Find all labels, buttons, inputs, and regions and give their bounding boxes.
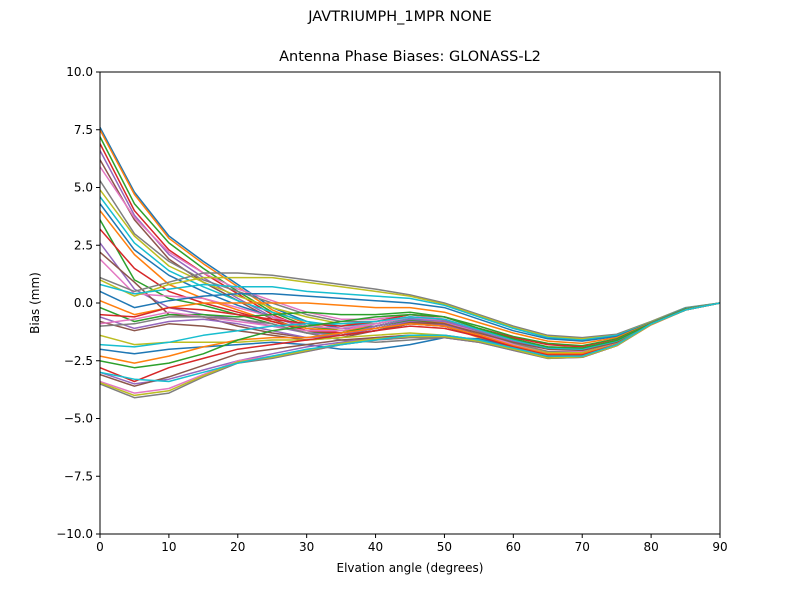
series-line <box>100 302 720 352</box>
data-lines <box>100 127 720 399</box>
series-line <box>100 302 720 347</box>
figure-suptitle: JAVTRIUMPH_1MPR NONE <box>308 9 492 25</box>
x-tick-label: 60 <box>506 540 521 554</box>
chart-title: Antenna Phase Biases: GLONASS-L2 <box>279 49 541 65</box>
y-tick-label: 2.5 <box>74 238 93 252</box>
y-tick-label: −10.0 <box>56 527 93 541</box>
y-tick-label: 10.0 <box>66 65 93 79</box>
x-axis-ticks: 0 10 20 30 40 50 60 70 80 90 <box>96 534 728 554</box>
series-line <box>100 302 720 355</box>
x-tick-label: 80 <box>643 540 658 554</box>
series-line <box>100 302 720 355</box>
series-line <box>100 272 720 339</box>
y-tick-label: −2.5 <box>64 354 93 368</box>
y-tick-label: 0.0 <box>74 296 93 310</box>
series-line <box>100 300 720 345</box>
series-line <box>100 302 720 383</box>
x-tick-label: 30 <box>299 540 314 554</box>
y-tick-label: −7.5 <box>64 469 93 483</box>
series-line <box>100 302 720 357</box>
x-tick-label: 20 <box>230 540 245 554</box>
y-tick-label: −5.0 <box>64 412 93 426</box>
x-axis-label: Elvation angle (degrees) <box>336 561 484 575</box>
x-tick-label: 50 <box>437 540 452 554</box>
series-line <box>100 302 720 369</box>
series-line <box>100 290 720 342</box>
x-tick-label: 40 <box>368 540 383 554</box>
x-tick-label: 90 <box>712 540 727 554</box>
y-tick-label: 5.0 <box>74 181 93 195</box>
y-tick-label: 7.5 <box>74 123 93 137</box>
series-line <box>100 283 720 341</box>
series-line <box>100 302 720 397</box>
x-tick-label: 70 <box>575 540 590 554</box>
x-tick-label: 0 <box>96 540 104 554</box>
x-tick-label: 10 <box>161 540 176 554</box>
y-axis-ticks: 10.0 7.5 5.0 2.5 0.0 −2.5 −5.0 −7.5 −10.0 <box>56 65 100 541</box>
